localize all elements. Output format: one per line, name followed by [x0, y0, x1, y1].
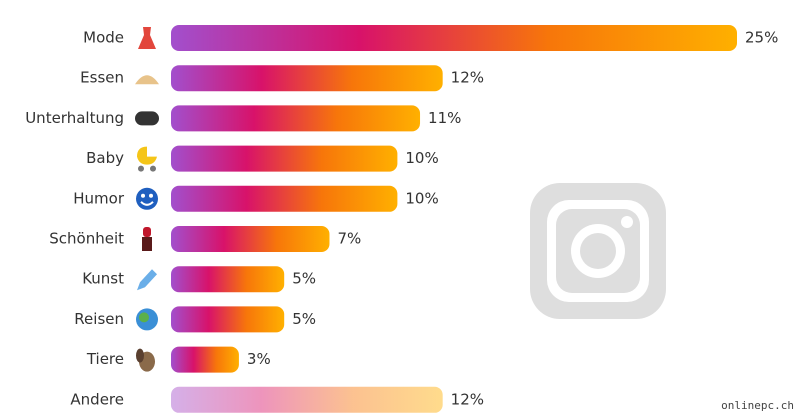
value-label: 3%	[247, 350, 271, 368]
y-tick-label: Essen	[80, 69, 124, 87]
bar	[171, 306, 285, 333]
row-icon	[142, 227, 152, 251]
bar	[171, 185, 398, 212]
value-label: 7%	[337, 230, 361, 248]
icon-shape	[136, 348, 144, 363]
y-tick-label: Unterhaltung	[25, 109, 124, 127]
icon-shape	[149, 193, 153, 198]
bar	[171, 105, 421, 132]
icon-shape	[143, 227, 151, 237]
row-icon	[136, 348, 155, 372]
bar	[171, 346, 239, 373]
watermark: onlinepc.ch	[721, 399, 794, 412]
value-label: 11%	[428, 109, 461, 127]
icon-shape	[140, 201, 154, 206]
y-tick-label: Mode	[83, 29, 124, 47]
bar	[171, 25, 737, 51]
icon-shape	[135, 111, 159, 126]
bar	[171, 266, 285, 293]
value-label: 12%	[451, 69, 484, 87]
value-label: 25%	[745, 29, 778, 47]
bar	[171, 226, 330, 252]
y-tick-label: Baby	[86, 149, 124, 167]
instagram-logo	[530, 183, 666, 319]
row-icon	[138, 27, 156, 49]
icon-shape	[137, 146, 157, 165]
y-tick-label: Schönheit	[49, 230, 124, 248]
icon-shape	[136, 187, 158, 210]
y-tick-label: Andere	[70, 390, 124, 408]
value-label: 5%	[292, 270, 316, 288]
icon-shape	[141, 193, 145, 198]
row-icon	[135, 111, 159, 126]
value-label: 10%	[405, 189, 438, 207]
bar	[171, 145, 398, 172]
icon-shape	[138, 165, 144, 172]
y-tick-label: Tiere	[86, 350, 124, 368]
value-label: 5%	[292, 310, 316, 328]
value-label: 12%	[451, 390, 484, 408]
row-icon	[137, 146, 157, 172]
bar	[171, 65, 443, 92]
row-icon	[135, 75, 159, 85]
y-tick-label: Humor	[73, 189, 125, 207]
icon-shape	[135, 75, 159, 85]
icon-shape	[138, 27, 156, 49]
row-icon	[137, 269, 157, 291]
value-label: 10%	[405, 149, 438, 167]
icon-shape	[142, 237, 152, 251]
icon-shape	[139, 312, 149, 323]
icon-shape	[150, 165, 156, 172]
icon-shape	[137, 269, 157, 291]
row-icon	[136, 187, 158, 210]
row-icon	[136, 308, 158, 331]
y-tick-label: Reisen	[74, 310, 124, 328]
y-tick-label: Kunst	[82, 270, 124, 288]
bar	[171, 386, 443, 413]
